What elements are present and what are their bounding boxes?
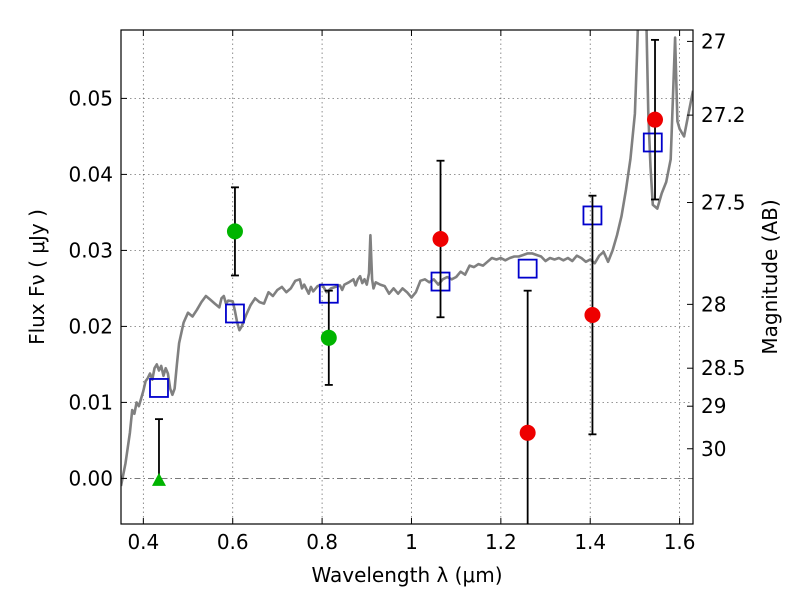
y2-tick-label: 27.5 [701,191,746,215]
y-tick-label: 0.01 [68,390,113,414]
y-tick-label: 0.02 [68,314,113,338]
y-tick-label: 0.05 [68,86,113,110]
y2-tick-label: 27.2 [701,103,746,127]
grid [121,30,693,524]
spectrum-line [121,30,693,487]
y-tick-label: 0.00 [68,466,113,490]
x-tick-label: 1.4 [574,530,606,554]
x-tick-label: 1.6 [664,530,696,554]
x-axis-label: Wavelength λ (μm) [311,563,502,587]
model-flux-square [642,132,663,153]
axes-ticks: 0.4 0.6 0.8 1 1.2 1.4 1.6 0.00 0.01 0.02 0.03 0.04 0… [68,29,745,554]
flux-point [584,307,601,323]
flux-point [226,223,243,240]
x-tick-label: 0.8 [306,530,338,554]
y2-tick-label: 28.5 [701,356,746,380]
x-tick-label: 0.6 [217,530,249,554]
y2-tick-label: 28 [701,292,726,316]
y2-tick-label: 29 [701,394,726,418]
y2-axis-label: Magnitude (AB) [758,199,782,354]
y2-tick-label: 30 [701,437,726,461]
flux-point [432,231,449,247]
plot-frame [120,29,694,525]
y-axis-label: Flux Fν ( μJy ) [25,209,49,345]
flux-point [320,329,337,346]
y2-tick-label: 27 [701,29,726,53]
y-tick-label: 0.04 [68,162,113,186]
model-flux-square [149,378,169,398]
y-tick-label: 0.03 [68,238,113,262]
x-tick-label: 0.4 [127,530,159,554]
x-tick-label: 1.2 [485,530,517,554]
plot-area [121,30,693,524]
upper-limit-triangle [151,472,166,486]
x-tick-label: 1 [405,530,418,554]
flux-point [519,424,536,441]
model-flux-square [225,303,245,324]
flux-point [647,111,664,128]
model-flux-square [517,258,538,279]
